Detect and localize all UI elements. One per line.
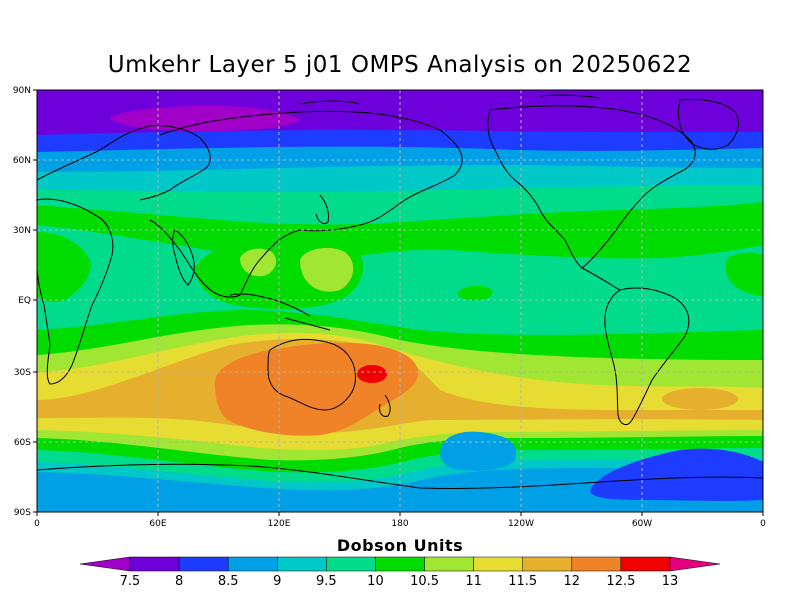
colorbar-label: 12.5 (606, 574, 635, 589)
colorbar-swatch (375, 556, 425, 572)
coast-north-america (487, 105, 696, 269)
coast-antarctica (37, 463, 763, 490)
band-13-peak (357, 365, 387, 383)
colorbar-label: 8.5 (218, 574, 239, 589)
coast-australia (267, 338, 356, 411)
colorbar-label: 9.5 (316, 574, 337, 589)
coast-arctic-islands (299, 94, 601, 105)
coast-central-america (581, 267, 621, 291)
lat-label-30n: 30N (13, 226, 31, 236)
coast-new-zealand (379, 394, 391, 417)
lon-label-120w: 120W (508, 519, 534, 529)
lon-label-0-right: 0 (760, 519, 766, 529)
lat-label-30s: 30S (14, 368, 31, 378)
colorbar-label: 10.5 (410, 574, 439, 589)
lon-label-120e: 120E (268, 519, 291, 529)
colorbar-swatch (571, 556, 622, 572)
lat-ticks: 90N 60N 30N EQ 30S 60S 90S (13, 86, 37, 518)
band-12-atlantic (662, 388, 738, 410)
band-10-5-america (725, 252, 763, 296)
colorbar-label: 12 (564, 574, 581, 589)
coast-japan (315, 194, 329, 225)
lon-label-60e: 60E (149, 519, 166, 529)
lon-label-60w: 60W (632, 519, 652, 529)
coast-africa (37, 198, 114, 385)
coast-se-asia (229, 293, 331, 331)
colorbar-swatch (424, 556, 474, 572)
band-9-south-blob (440, 431, 517, 471)
band-10-5-atlantic (457, 285, 493, 301)
lon-label-180: 180 (391, 519, 408, 529)
band-south-9 (37, 468, 763, 512)
band-11-pacific (300, 247, 354, 292)
coast-india (172, 229, 195, 286)
colorbar-label: 7.5 (120, 574, 141, 589)
grid-lines (37, 90, 763, 512)
colorbar-swatch (129, 556, 180, 572)
colorbar-units: Dobson Units (336, 536, 464, 555)
lat-label-60n: 60N (13, 156, 31, 166)
colorbar-swatch (277, 556, 327, 572)
colorbar-swatch (620, 556, 671, 572)
colorbar: 7.5 8 8.5 9 9.5 10 10.5 11 11.5 12 12.5 13 (79, 556, 721, 589)
colorbar-label: 11 (465, 574, 482, 589)
colorbar-label: 8 (175, 574, 183, 589)
colorbar-label: 13 (662, 574, 679, 589)
coast-europe (37, 125, 211, 201)
colorbar-swatch (227, 556, 278, 572)
map-title: Umkehr Layer 5 j01 OMPS Analysis on 2025… (107, 52, 693, 78)
lat-label-eq: EQ (18, 296, 31, 306)
colorbar-swatch (178, 556, 229, 572)
band-7-5-arctic (110, 105, 300, 132)
coast-asia (149, 110, 463, 298)
colorbar-swatch (473, 556, 523, 572)
lat-label-90s: 90S (14, 508, 31, 518)
coast-south-america (604, 287, 690, 426)
lon-label-0-left: 0 (34, 519, 40, 529)
colorbar-arrow-high (669, 556, 721, 572)
band-8-5-south (590, 448, 763, 501)
band-10-5-africa (37, 232, 91, 302)
coastlines (37, 94, 763, 490)
colorbar-swatch (326, 556, 376, 572)
colorbar-label: 10 (367, 574, 384, 589)
colorbar-label: 9 (273, 574, 281, 589)
colorbar-label: 11.5 (508, 574, 537, 589)
coast-greenland (677, 99, 739, 150)
lat-label-60s: 60S (14, 438, 31, 448)
colorbar-arrow-low (79, 556, 131, 572)
colorbar-swatch (522, 556, 573, 572)
lat-label-90n: 90N (13, 86, 31, 96)
lon-ticks: 0 60E 120E 180 120W 60W 0 (34, 512, 766, 529)
